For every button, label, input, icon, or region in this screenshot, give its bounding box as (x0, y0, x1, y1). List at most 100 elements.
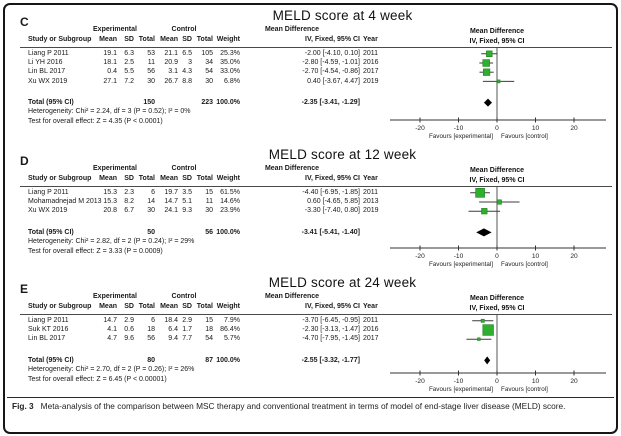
weight: 61.5% (220, 189, 240, 196)
ci-text: -2.30 [-3.13, -1.47] (302, 326, 360, 334)
figure-caption: Fig. 3 Meta-analysis of the comparison b… (12, 401, 613, 412)
ctl-mean: 9.4 (168, 335, 178, 343)
ctl-total: 34 (205, 59, 213, 67)
year: 2019 (363, 77, 379, 85)
header-rule (20, 314, 612, 316)
year: 2011 (363, 317, 379, 324)
exp-total: 11 (147, 59, 155, 67)
ctl-total: 54 (205, 68, 213, 76)
group-header-experimental: Experimental (93, 293, 137, 300)
ctl-total: 11 (205, 198, 213, 206)
ctl-total: 105 (201, 50, 213, 57)
year: 2017 (363, 335, 379, 343)
col-header-sd: SD (182, 303, 192, 310)
exp-mean: 27.1 (103, 77, 117, 85)
forest-plot: Mean Difference IV, Fixed, 95% CI -20 -10 0 1… (384, 5, 615, 144)
weight: 35.0% (220, 59, 240, 67)
group-header-mean-difference: Mean Difference (264, 26, 320, 33)
ctl-mean: 24.1 (164, 207, 178, 215)
col-header-sd: SD (124, 175, 134, 182)
weight: 7.9% (224, 317, 240, 324)
col-header-study: Study or Subgroup (28, 303, 92, 310)
exp-mean: 14.7 (103, 317, 117, 324)
exp-sd: 2.5 (124, 59, 134, 67)
exp-total: 30 (147, 77, 155, 85)
col-header-study: Study or Subgroup (28, 175, 92, 182)
total-exp: 50 (147, 228, 155, 236)
total-diamond (476, 228, 492, 237)
exp-mean: 18.1 (103, 59, 117, 67)
favours-right-label: Favours [control] (501, 133, 548, 140)
group-header-control: Control (171, 26, 197, 33)
col-header-mean: Mean (160, 303, 178, 310)
axis-tick-label: -20 (415, 253, 425, 260)
study-name: Xu WX 2019 (28, 207, 68, 215)
total-ctl: 56 (205, 228, 213, 236)
year: 2016 (363, 59, 379, 67)
effect-square (486, 50, 493, 58)
col-header-mean: Mean (99, 303, 117, 310)
col-header-total: Total (138, 303, 155, 310)
total-diamond (483, 98, 492, 107)
favours-right-label: Favours [control] (501, 261, 548, 268)
col-header-sd: SD (182, 175, 192, 182)
panel-title: MELD score at 12 week (268, 147, 417, 162)
ctl-sd: 9.3 (182, 207, 192, 215)
axis-tick-label: -20 (415, 125, 425, 132)
axis-tick-label: 20 (570, 378, 578, 385)
col-header-weight: Weight (216, 175, 240, 182)
axis-tick-label: 0 (495, 378, 499, 385)
ctl-sd: 2.9 (182, 317, 192, 324)
total-ctl: 87 (205, 356, 213, 364)
ci-text: -2.00 [-4.10, 0.10] (304, 50, 360, 57)
col-header-total: Total (196, 175, 213, 182)
axis-tick-label: 10 (532, 125, 540, 132)
overall-effect-text: Test for overall effect: Z = 6.45 (P < 0… (28, 375, 167, 383)
ctl-total: 15 (205, 189, 213, 196)
exp-sd: 5.5 (124, 68, 134, 76)
exp-total: 56 (147, 68, 155, 76)
col-header-weight: Weight (216, 303, 240, 310)
exp-mean: 4.1 (107, 326, 117, 334)
col-header-total: Total (196, 36, 213, 43)
exp-sd: 6.7 (124, 207, 134, 215)
overall-effect-text: Test for overall effect: Z = 3.33 (P = 0… (28, 247, 163, 255)
axis-tick-label: -10 (454, 253, 464, 260)
group-header-experimental: Experimental (93, 165, 137, 172)
header-rule (20, 186, 612, 188)
ctl-sd: 5.1 (182, 198, 192, 206)
col-header-sd: SD (124, 303, 134, 310)
group-header-mean-difference: Mean Difference (264, 293, 320, 300)
ctl-sd: 3 (188, 59, 192, 67)
effect-square (481, 208, 488, 215)
favours-left-label: Favours [experimental] (429, 386, 493, 393)
ctl-sd: 7.7 (182, 335, 192, 343)
total-diamond (484, 356, 491, 365)
weight: 6.8% (224, 77, 240, 85)
total-label: Total (95% CI) (28, 228, 74, 236)
col-header-total: Total (196, 303, 213, 310)
study-name: Liang P 2011 (28, 317, 69, 324)
effect-square (482, 59, 490, 67)
exp-sd: 9.6 (124, 335, 134, 343)
col-header-year: Year (363, 303, 378, 310)
axis-tick-label: 20 (570, 125, 578, 132)
total-ci-text: -2.55 [-3.32, -1.77] (301, 356, 360, 364)
ci-text: -3.70 [-6.45, -0.95] (302, 317, 360, 324)
weight: 5.7% (224, 335, 240, 343)
ctl-total: 18 (205, 326, 213, 334)
col-header-ci: IV, Fixed, 95% CI (305, 175, 360, 182)
col-header-ci: IV, Fixed, 95% CI (305, 303, 360, 310)
ctl-total: 30 (205, 77, 213, 85)
col-header-mean: Mean (160, 175, 178, 182)
study-name: Liang P 2011 (28, 189, 69, 196)
heterogeneity-text: Heterogeneity: Chi² = 2.82, df = 2 (P = … (28, 238, 195, 246)
ctl-sd: 1.7 (182, 326, 192, 334)
panel-letter: D (20, 154, 29, 168)
panel-meld-24-week: MELD score at 24 week E Experimental Cont… (7, 272, 614, 397)
col-header-mean: Mean (99, 36, 117, 43)
exp-sd: 2.3 (124, 189, 134, 196)
panel-letter: C (20, 15, 29, 29)
col-header-mean: Mean (160, 36, 178, 43)
